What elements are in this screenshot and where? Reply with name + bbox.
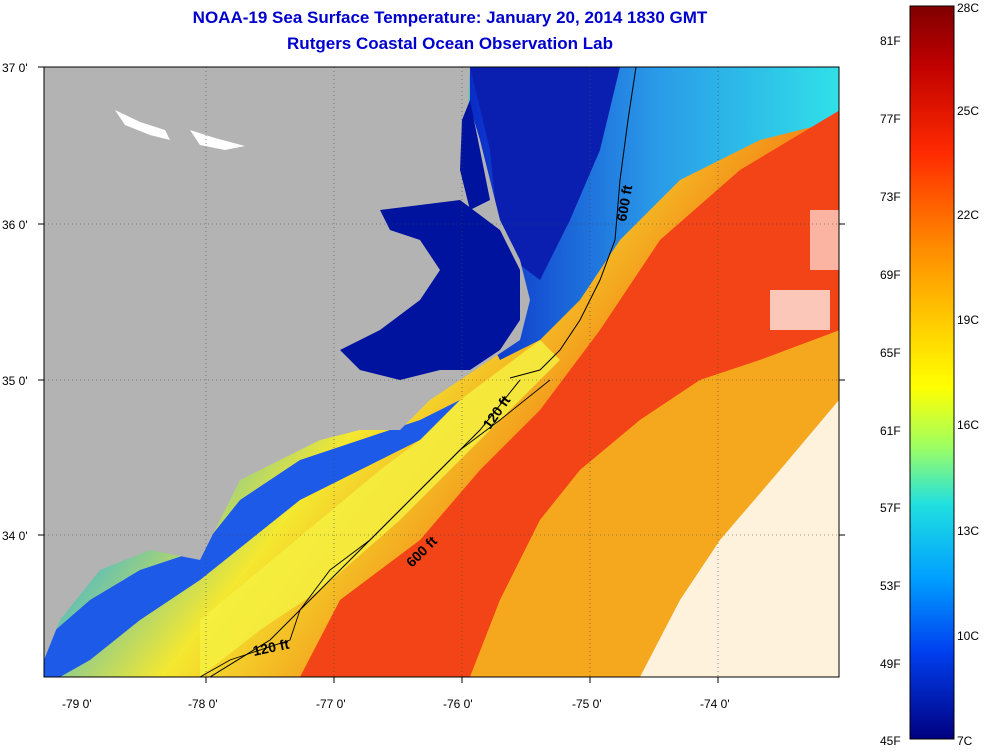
fahrenheit-label: 49F [880, 657, 901, 671]
axis-ticks [38, 66, 845, 683]
gulf-stream [300, 110, 839, 677]
deep-blue-water [470, 67, 620, 280]
contour-label: 120 ft [251, 636, 290, 659]
albemarle-sound [460, 100, 490, 210]
celsius-label: 19C [957, 313, 979, 327]
celsius-label: 22C [957, 208, 979, 222]
chart-subtitle: Rutgers Coastal Ocean Observation Lab [287, 34, 613, 53]
colorbar-fahrenheit-labels: 81F 77F 73F 69F 65F 61F 57F 53F 49F 45F [880, 34, 901, 748]
fahrenheit-label: 45F [880, 734, 901, 748]
contour-120ft [199, 379, 551, 677]
coastal-blue-band [44, 400, 460, 677]
colorbar [909, 5, 955, 740]
chart-title: NOAA-19 Sea Surface Temperature: January… [192, 8, 708, 27]
lon-label: -75 0' [572, 697, 602, 711]
celsius-label: 7C [957, 734, 973, 748]
fahrenheit-label: 53F [880, 579, 901, 593]
gridlines [44, 67, 839, 677]
lake [115, 110, 170, 140]
celsius-label: 16C [957, 418, 979, 432]
lon-label: -76 0' [443, 697, 473, 711]
fahrenheit-label: 57F [880, 501, 901, 515]
lat-label: 36 0' [2, 218, 28, 232]
cloud-patch [810, 210, 839, 270]
cloud-patch [770, 290, 830, 330]
contour-label: 600 ft [613, 183, 635, 222]
celsius-label: 10C [957, 629, 979, 643]
celsius-label: 28C [957, 1, 979, 15]
fahrenheit-label: 81F [880, 34, 901, 48]
fahrenheit-label: 65F [880, 346, 901, 360]
pamlico-sound [340, 200, 520, 380]
fahrenheit-label: 69F [880, 268, 901, 282]
fahrenheit-label: 73F [880, 190, 901, 204]
fahrenheit-label: 77F [880, 112, 901, 126]
lon-label: -77 0' [316, 697, 346, 711]
lake [190, 130, 245, 150]
celsius-label: 13C [957, 524, 979, 538]
lon-label: -74 0' [700, 697, 730, 711]
lat-label: 34 0' [2, 529, 28, 543]
lat-label: 37 0' [2, 61, 28, 75]
lon-label: -79 0' [62, 697, 92, 711]
contour-600ft [509, 67, 637, 379]
lat-label: 35 0' [2, 374, 28, 388]
lon-label: -78 0' [188, 697, 218, 711]
coastal-yellow-band [200, 340, 560, 677]
plot-frame [43, 66, 840, 678]
celsius-label: 25C [957, 104, 979, 118]
fahrenheit-label: 61F [880, 424, 901, 438]
cloud-cover [640, 400, 839, 677]
colorbar-celsius-labels: 28C 25C 22C 19C 16C 13C 10C 7C [957, 1, 979, 748]
